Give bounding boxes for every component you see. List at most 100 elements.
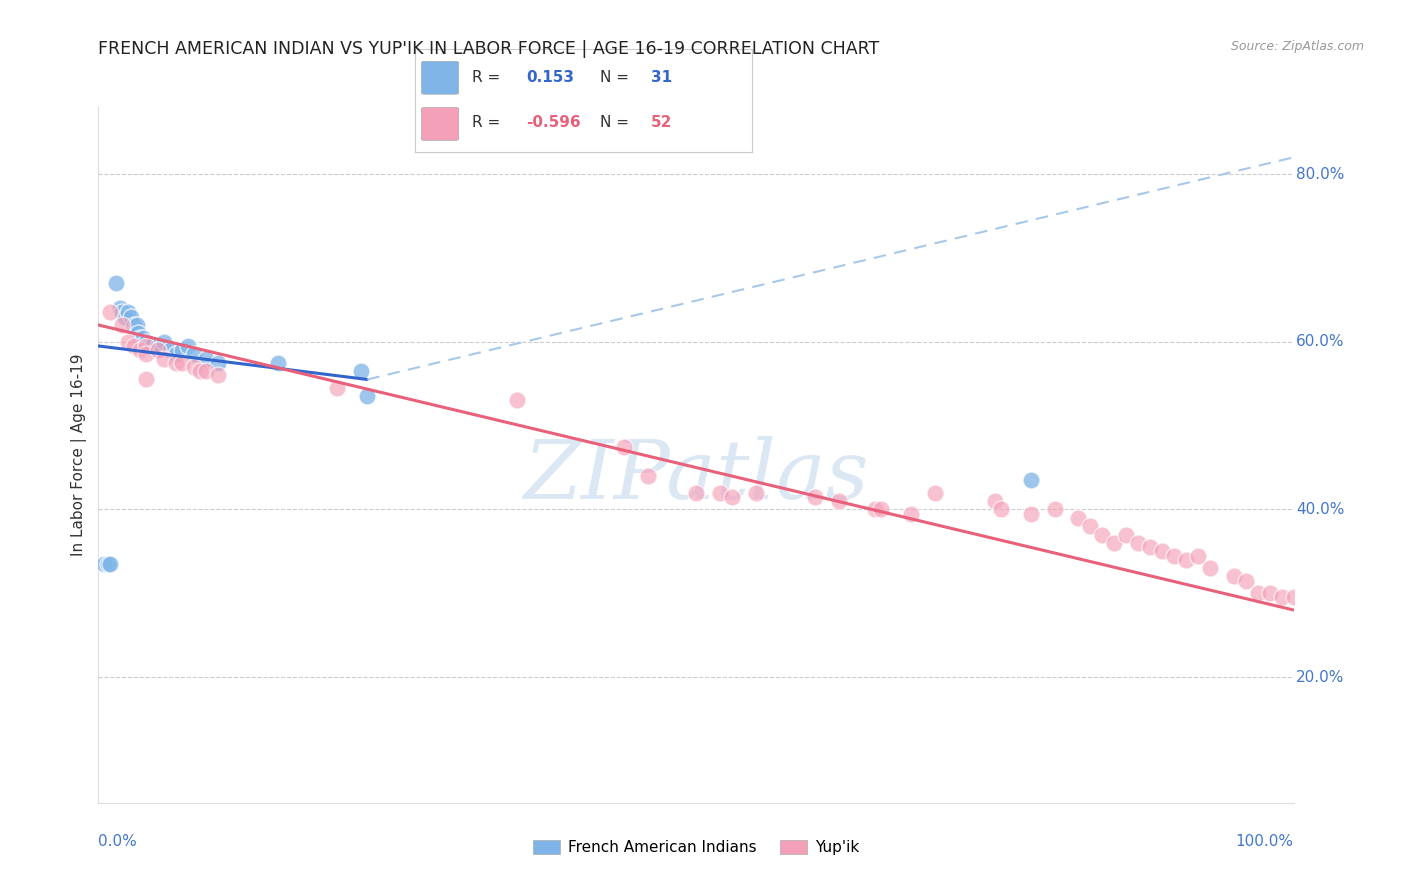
Point	[709, 485, 731, 500]
Text: 0.0%: 0.0%	[98, 834, 138, 849]
Point	[131, 330, 153, 344]
Point	[105, 276, 128, 290]
Point	[165, 347, 187, 361]
Point	[685, 485, 707, 500]
FancyBboxPatch shape	[422, 108, 458, 140]
Point	[804, 490, 827, 504]
Point	[267, 356, 290, 370]
Point	[1139, 540, 1161, 554]
Point	[1150, 544, 1173, 558]
Point	[117, 334, 139, 349]
Point	[1080, 519, 1102, 533]
Point	[1043, 502, 1066, 516]
Point	[637, 468, 659, 483]
Point	[983, 494, 1005, 508]
Point	[124, 318, 146, 332]
Point	[129, 330, 152, 344]
Point	[125, 318, 148, 332]
Text: 80.0%: 80.0%	[1296, 167, 1344, 182]
Point	[177, 339, 200, 353]
Point	[506, 393, 529, 408]
Text: 100.0%: 100.0%	[1236, 834, 1294, 849]
Point	[1187, 549, 1209, 563]
Point	[194, 351, 217, 366]
Point	[207, 368, 229, 383]
Point	[114, 310, 136, 324]
Point	[863, 502, 886, 516]
Point	[141, 339, 163, 353]
Point	[1019, 507, 1042, 521]
Point	[172, 356, 194, 370]
Text: -0.596: -0.596	[526, 115, 581, 130]
Point	[153, 351, 176, 366]
Point	[148, 339, 170, 353]
FancyBboxPatch shape	[422, 62, 458, 95]
Point	[1019, 473, 1042, 487]
Point	[1258, 586, 1281, 600]
Point	[900, 507, 922, 521]
Text: 31: 31	[651, 70, 672, 86]
Point	[870, 502, 893, 516]
Point	[1271, 591, 1294, 605]
Point	[721, 490, 744, 504]
Text: R =: R =	[472, 115, 505, 130]
Point	[1102, 536, 1125, 550]
Point	[135, 372, 157, 386]
Point	[97, 557, 120, 571]
Point	[350, 364, 373, 378]
Point	[98, 557, 122, 571]
Point	[828, 494, 851, 508]
Text: FRENCH AMERICAN INDIAN VS YUP'IK IN LABOR FORCE | AGE 16-19 CORRELATION CHART: FRENCH AMERICAN INDIAN VS YUP'IK IN LABO…	[98, 40, 880, 58]
Point	[1175, 552, 1198, 566]
Point	[138, 339, 160, 353]
Point	[990, 502, 1012, 516]
Point	[127, 326, 149, 341]
Point	[135, 347, 157, 361]
Point	[172, 343, 194, 358]
Point	[1067, 510, 1090, 524]
Point	[124, 339, 146, 353]
Y-axis label: In Labor Force | Age 16-19: In Labor Force | Age 16-19	[72, 353, 87, 557]
Text: 52: 52	[651, 115, 672, 130]
Point	[98, 305, 122, 319]
Text: N =: N =	[600, 115, 634, 130]
Point	[1234, 574, 1257, 588]
Point	[111, 305, 134, 319]
Point	[165, 356, 187, 370]
Point	[745, 485, 768, 500]
Point	[1091, 527, 1114, 541]
Point	[145, 343, 167, 358]
Text: N =: N =	[600, 70, 634, 86]
Point	[153, 334, 176, 349]
Point	[1282, 591, 1305, 605]
Point	[93, 557, 115, 571]
Point	[1198, 561, 1220, 575]
Point	[924, 485, 946, 500]
Point	[326, 381, 349, 395]
Point	[1115, 527, 1137, 541]
Point	[183, 359, 205, 374]
Point	[613, 440, 636, 454]
Text: R =: R =	[472, 70, 505, 86]
Point	[356, 389, 378, 403]
Legend: French American Indians, Yup'ik: French American Indians, Yup'ik	[527, 834, 865, 862]
Point	[1222, 569, 1246, 583]
Point	[135, 339, 157, 353]
Point	[148, 343, 170, 358]
Point	[183, 347, 205, 361]
Point	[1163, 549, 1185, 563]
Point	[129, 343, 152, 358]
Point	[135, 334, 157, 349]
Point	[188, 364, 211, 378]
Point	[194, 364, 217, 378]
Point	[207, 356, 229, 370]
Text: 20.0%: 20.0%	[1296, 670, 1344, 684]
Text: 40.0%: 40.0%	[1296, 502, 1344, 516]
Point	[1128, 536, 1150, 550]
Text: 60.0%: 60.0%	[1296, 334, 1344, 350]
Point	[111, 318, 134, 332]
Text: 0.153: 0.153	[526, 70, 574, 86]
Point	[108, 301, 131, 316]
Text: ZIPatlas: ZIPatlas	[523, 436, 869, 516]
Point	[120, 310, 142, 324]
